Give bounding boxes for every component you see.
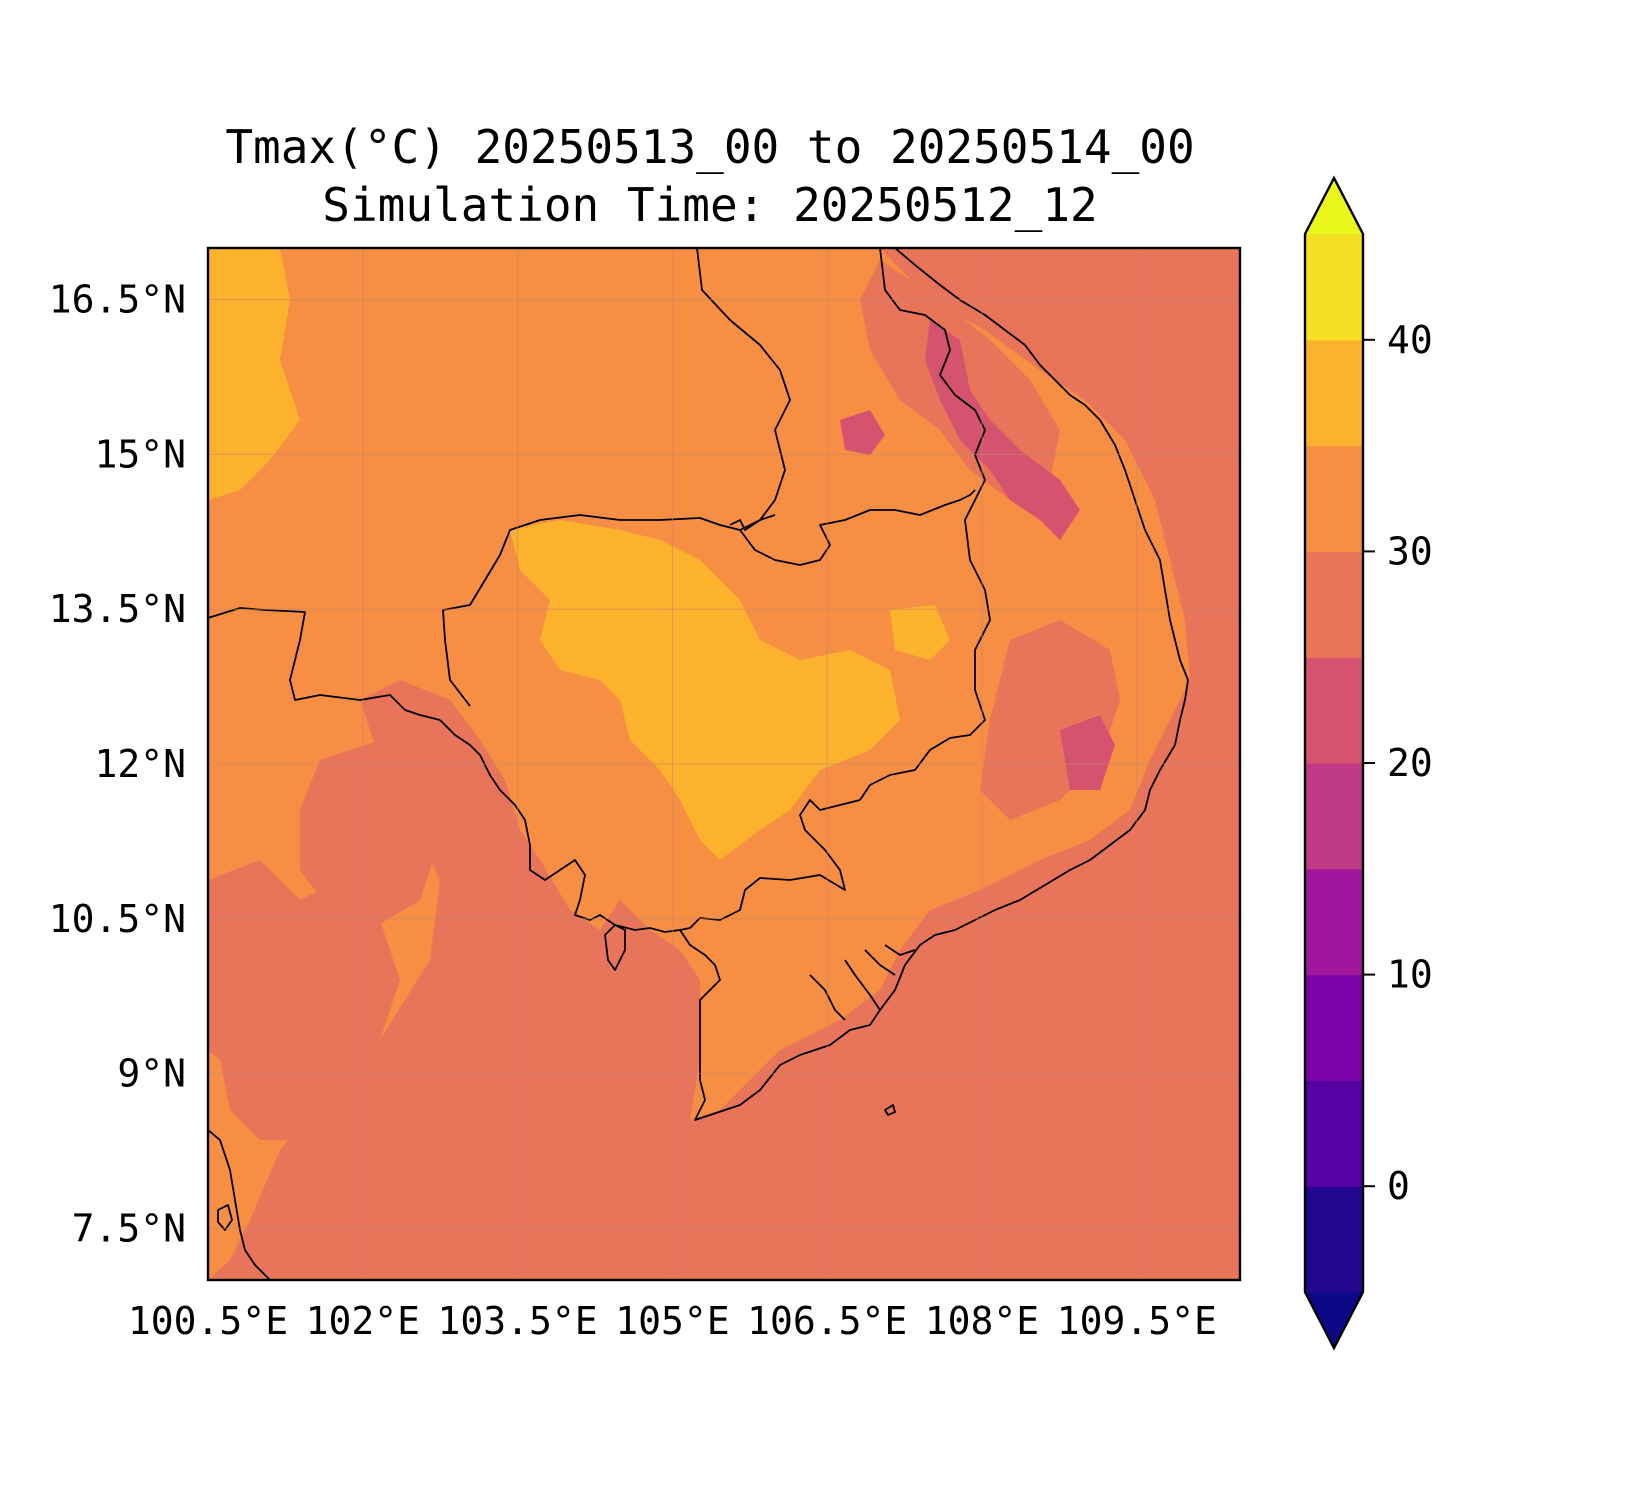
latitude-tick-label: 15°N: [94, 432, 186, 476]
thailand-southern-islands: [217, 1204, 233, 1231]
longitude-tick-label: 105°E: [615, 1299, 729, 1343]
colorbar-band: [1305, 1186, 1363, 1293]
colorbar-outline: [1303, 175, 1365, 1351]
con-son-island: [884, 1104, 896, 1116]
colorbar-band: [1305, 974, 1363, 1081]
cambodia-thailand-border: [442, 514, 776, 707]
longitude-tick-label: 100.5°E: [128, 1299, 288, 1343]
land-temperature-band-25-30-west: [208, 860, 400, 1140]
colorbar-under-extension: [1305, 1292, 1363, 1348]
latitude-tick-label: 7.5°N: [72, 1206, 186, 1250]
colorbar-band: [1305, 1080, 1363, 1187]
land-temperature-band-20-25-highlands: [925, 320, 1080, 540]
latitude-tick-label: 16.5°N: [49, 278, 186, 322]
land-temperature-band-20-25-north: [840, 410, 885, 455]
cambodia-laos-border: [739, 489, 976, 566]
colorbar-tick-label: 0: [1387, 1164, 1410, 1208]
thailand-southwest-coastline: [208, 1129, 271, 1280]
colorbar-over-extension: [1305, 178, 1363, 234]
colorbar-tick-label: 20: [1387, 741, 1433, 785]
land-temperature-band-35-40-east: [890, 605, 950, 660]
longitude-tick-label: 108°E: [925, 1299, 1039, 1343]
phu-quoc-island: [604, 924, 626, 971]
colorbar-band: [1305, 445, 1363, 552]
colorbar-tick-label: 30: [1387, 529, 1433, 573]
colorbar-band: [1305, 551, 1363, 658]
colorbar-band: [1305, 657, 1363, 764]
land-temperature-band-20-25-east: [1060, 715, 1115, 790]
colorbar-band: [1305, 234, 1363, 341]
coastlines-and-borders: [208, 248, 1189, 1280]
land-temperature-band-25-30-center: [300, 740, 440, 930]
map-title: Tmax(°C) 20250513_00 to 20250514_00: [225, 120, 1194, 174]
map-frame: [206, 246, 1242, 1282]
latitude-tick-label: 9°N: [117, 1052, 186, 1096]
cambodia-vietnam-border: [679, 799, 861, 931]
land-temperature-band-35-40-cambodia: [510, 520, 900, 860]
colorbar: 0 10 20 30 40: [1303, 175, 1433, 1351]
thailand-laos-border: [696, 248, 791, 531]
map-gridlines: [208, 248, 1240, 1280]
colorbar-band: [1305, 763, 1363, 870]
cambodia-north-border: [208, 607, 441, 721]
longitude-tick-label: 102°E: [306, 1299, 420, 1343]
latitude-tick-labels: 16.5°N 15°N 13.5°N 12°N 10.5°N 9°N 7.5°N: [49, 278, 186, 1251]
map-subtitle: Simulation Time: 20250512_12: [322, 178, 1097, 232]
colorbar-tick-label: 40: [1387, 318, 1433, 362]
colorbar-tick-label: 10: [1387, 953, 1433, 997]
longitude-tick-labels: 100.5°E 102°E 103.5°E 105°E 106.5°E 108°E 109.…: [128, 1299, 1217, 1343]
longitude-tick-label: 106.5°E: [747, 1299, 907, 1343]
latitude-tick-label: 12°N: [94, 742, 186, 786]
land-temperature-band-35-40-northwest: [208, 248, 300, 500]
longitude-tick-label: 109.5°E: [1057, 1299, 1217, 1343]
latitude-tick-label: 10.5°N: [49, 897, 186, 941]
colorbar-band: [1305, 339, 1363, 447]
mekong-delta-islands: [809, 944, 916, 1021]
colorbar-band: [1305, 868, 1363, 976]
longitude-tick-label: 103.5°E: [438, 1299, 598, 1343]
laos-vietnam-border: [859, 248, 991, 801]
latitude-tick-label: 13.5°N: [49, 587, 186, 631]
